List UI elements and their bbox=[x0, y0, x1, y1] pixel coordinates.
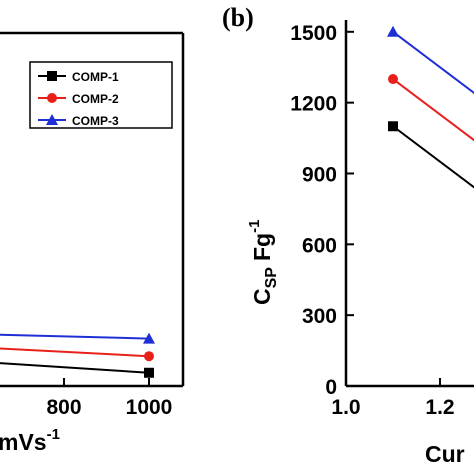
panel-b-x-tick-label: 1.2 bbox=[425, 396, 454, 419]
panel-a-series-line-comp-1 bbox=[0, 362, 150, 374]
panel-a-series-line-comp-3 bbox=[0, 333, 150, 340]
panel-b-y-tick-label: 0 bbox=[325, 376, 337, 399]
panel-b-series-line-comp-2 bbox=[392, 78, 474, 142]
legend-label-comp-3: COMP-3 bbox=[72, 114, 119, 128]
panel-b-y-axis-label: CSPFg-1 bbox=[246, 220, 280, 305]
panel-a-legend: COMP-1 COMP-2 COMP-3 bbox=[29, 61, 173, 129]
panel-b-series-line-comp-3 bbox=[392, 31, 474, 95]
panel-a-point-comp-2 bbox=[144, 351, 154, 362]
panel-b-y-tick-label: 900 bbox=[302, 163, 337, 186]
panel-b-point-comp-1 bbox=[388, 121, 398, 132]
panel-b-x-ticks: 1.01.21.4 bbox=[331, 378, 455, 419]
panel-b-y-tick-label: 600 bbox=[302, 234, 337, 257]
panel-b-label: (b) bbox=[222, 3, 254, 32]
panel-a-x-tick-label: 1000 bbox=[126, 396, 173, 419]
panel-b-y-tick-label: 300 bbox=[302, 305, 337, 328]
panel-b-y-ticks: 0 300 600 900 1200 1500 bbox=[290, 22, 354, 399]
panel-b-series bbox=[387, 25, 474, 189]
legend-marker-comp-1 bbox=[47, 71, 57, 81]
panel-a-x-axis-label: mVs-1 bbox=[0, 426, 60, 455]
legend-label-comp-1: COMP-1 bbox=[72, 70, 119, 84]
panel-a-x-tick-label: 800 bbox=[46, 396, 81, 419]
panel-b-point-comp-3 bbox=[387, 25, 399, 37]
panel-b-x-axis-label: Cur bbox=[425, 441, 465, 467]
legend-marker-comp-2 bbox=[47, 93, 57, 103]
panel-b-series-line-comp-1 bbox=[392, 125, 474, 189]
panel-a-point-comp-3 bbox=[143, 332, 155, 344]
panel-b-y-tick-label: 1200 bbox=[290, 93, 337, 116]
legend-marker-comp-3 bbox=[46, 114, 58, 125]
panel-a-x-ticks: 08001000 bbox=[46, 378, 173, 419]
legend-items: COMP-1 COMP-2 COMP-3 bbox=[38, 70, 119, 128]
panel-a-series bbox=[0, 332, 155, 378]
panel-a-point-comp-1 bbox=[144, 367, 154, 378]
panel-b-x-tick-label: 1.0 bbox=[331, 396, 360, 419]
panel-b-point-comp-2 bbox=[388, 74, 398, 85]
legend-label-comp-2: COMP-2 bbox=[72, 92, 119, 106]
panel-a-series-line-comp-2 bbox=[0, 347, 150, 358]
panel-b-y-tick-label: 1500 bbox=[290, 22, 337, 45]
